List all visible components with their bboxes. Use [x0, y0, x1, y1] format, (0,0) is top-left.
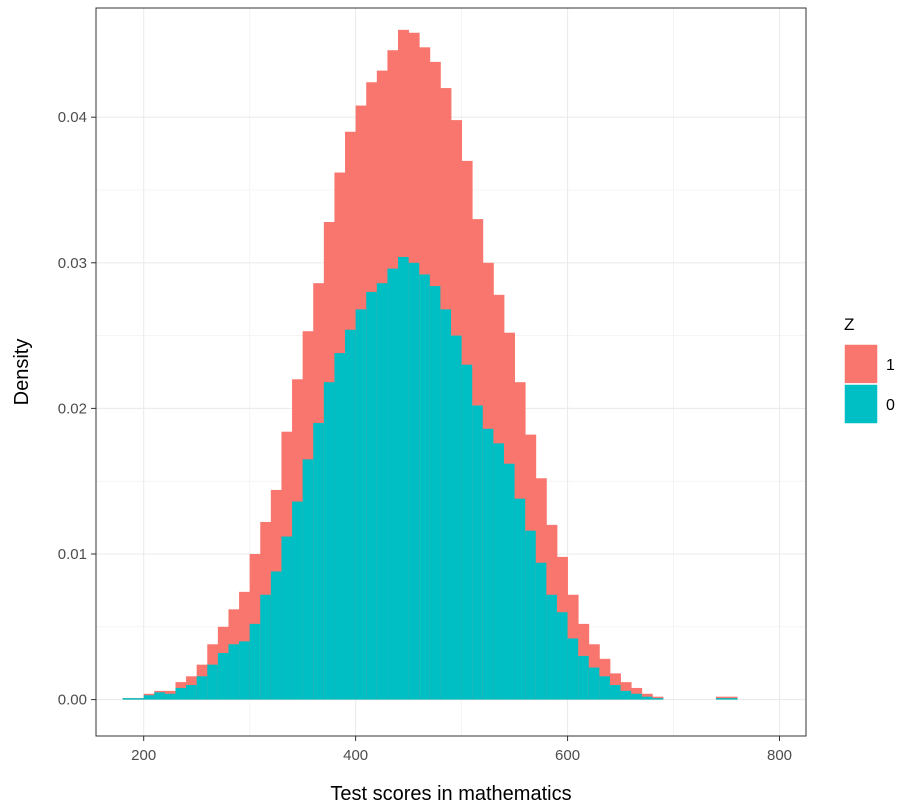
- bar-z0: [323, 382, 335, 700]
- x-tick-label: 200: [131, 747, 156, 764]
- y-tick-label: 0.04: [58, 109, 87, 126]
- x-tick-label: 800: [767, 747, 792, 764]
- bar-z0: [376, 283, 388, 700]
- bar-z0: [461, 364, 473, 700]
- bar-z0: [270, 571, 282, 700]
- bar-z0: [599, 676, 611, 700]
- bar-z0: [387, 268, 399, 700]
- bar-z0: [567, 638, 579, 700]
- panel-border: [95, 7, 807, 737]
- bar-z0: [228, 644, 240, 700]
- bar-z0: [525, 530, 537, 700]
- legend: Z 1 0: [843, 315, 895, 425]
- legend-key-z1: [843, 343, 879, 385]
- bar-z0: [726, 698, 738, 700]
- y-tick-label: 0.01: [58, 546, 87, 563]
- y-tick-label: 0.02: [58, 400, 87, 417]
- bar-z0: [546, 594, 558, 700]
- bar-z0: [143, 695, 155, 700]
- bar-z0: [482, 428, 494, 700]
- x-tick-label: 600: [555, 747, 580, 764]
- bar-z0: [133, 698, 145, 700]
- bar-z0: [122, 698, 134, 700]
- bar-z0: [620, 690, 632, 700]
- bar-z0: [196, 676, 208, 700]
- bar-z0: [514, 498, 526, 700]
- bar-z0: [503, 463, 515, 700]
- bar-z0: [313, 422, 325, 700]
- bar-z0: [302, 459, 314, 700]
- bar-z0: [578, 655, 590, 700]
- bar-z0: [249, 623, 261, 700]
- bar-z0: [641, 696, 653, 700]
- bar-z0: [260, 594, 272, 700]
- bar-z0: [366, 291, 378, 700]
- bar-z0: [154, 692, 166, 700]
- bar-z0: [609, 685, 621, 700]
- y-axis: 0.00 0.01 0.02 0.03 0.04: [58, 109, 96, 709]
- legend-label-z0: 0: [886, 397, 895, 414]
- y-axis-title: Density: [11, 339, 33, 406]
- bar-z0: [207, 664, 219, 700]
- x-axis: 200 400 600 800: [131, 736, 792, 764]
- bar-z0: [186, 685, 198, 700]
- bar-z0: [715, 698, 727, 700]
- bar-z0: [556, 612, 568, 700]
- bar-z0: [355, 309, 367, 700]
- y-tick-label: 0.03: [58, 255, 87, 272]
- legend-title: Z: [844, 315, 854, 334]
- bar-z0: [292, 501, 304, 700]
- legend-label-z1: 1: [886, 357, 895, 374]
- x-tick-label: 400: [343, 747, 368, 764]
- bar-z0: [631, 693, 643, 700]
- bar-z0: [345, 329, 357, 700]
- bar-z0: [217, 653, 229, 700]
- bar-z0: [419, 274, 431, 700]
- bar-z0: [164, 693, 176, 700]
- y-tick-label: 0.00: [58, 692, 87, 709]
- bar-z0: [281, 536, 293, 700]
- bar-z0: [588, 667, 600, 700]
- bar-z0: [408, 262, 420, 700]
- bar-z0: [175, 687, 187, 700]
- bar-z0: [652, 698, 664, 700]
- bar-z0: [334, 353, 346, 700]
- x-axis-title: Test scores in mathematics: [330, 783, 571, 805]
- bar-z0: [493, 443, 505, 700]
- bar-z0: [398, 256, 410, 700]
- histogram-bars: [122, 29, 738, 700]
- bar-z0: [535, 562, 547, 700]
- legend-key-z0: [843, 383, 879, 425]
- bar-z0: [239, 641, 251, 700]
- bar-z0: [429, 286, 441, 700]
- bar-z0: [451, 335, 462, 700]
- bar-z0: [472, 405, 484, 700]
- bar-z0: [440, 309, 452, 700]
